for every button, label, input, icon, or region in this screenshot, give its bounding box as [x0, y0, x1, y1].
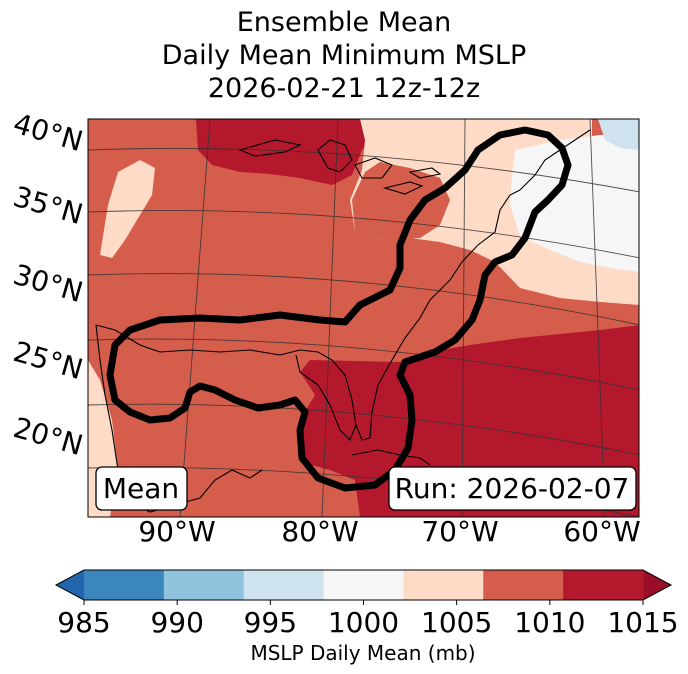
lat-label-20: 20°N — [10, 411, 87, 462]
great-lake-michigan — [317, 139, 353, 173]
great-lake-erie — [382, 181, 424, 195]
colorbar-segment-6 — [563, 570, 644, 600]
lon-label-90: 90°W — [138, 515, 215, 548]
great-lake-superior — [238, 139, 302, 157]
colorbar-tick-label-5: 1010 — [514, 606, 585, 639]
pressure-band-1005-1010-west — [100, 160, 155, 258]
lat-label-35: 35°N — [10, 180, 87, 231]
colorbar-segment-2 — [243, 570, 325, 600]
lat-label-40: 40°N — [10, 107, 87, 158]
coastline-newengland — [519, 129, 591, 191]
colorbar-segment-5 — [483, 570, 564, 600]
title-line-2: Daily Mean Minimum MSLP — [161, 40, 527, 71]
lat-label-25: 25°N — [10, 335, 87, 386]
lon-label-80: 80°W — [281, 515, 358, 548]
map-frame — [87, 118, 640, 518]
pressure-band-1010-inner — [352, 162, 450, 240]
title-line-3: 2026-02-21 12z-12z — [207, 73, 481, 104]
graticule-lon-60 — [589, 119, 606, 517]
lat-label-30: 30°N — [10, 258, 87, 309]
coastline-yucatan — [199, 469, 263, 499]
colorbar-tick-label-2: 995 — [244, 606, 297, 639]
pressure-band-1015-north — [196, 119, 380, 185]
graticule-lat-20 — [88, 403, 639, 456]
mean-box — [95, 466, 188, 511]
colorbar-tick-label-3: 1000 — [328, 606, 399, 639]
coastline-gulf — [95, 324, 357, 441]
graticule-lat-35 — [88, 210, 639, 259]
colorbar-tick-label-1: 990 — [150, 606, 203, 639]
title-line-1: Ensemble Mean — [236, 7, 452, 38]
colorbar-tick-label-4: 1005 — [421, 606, 492, 639]
colorbar-segment-3 — [323, 570, 404, 600]
run-box-label: Run: 2026-02-07 — [395, 472, 630, 505]
colorbar-segment-0 — [84, 570, 165, 600]
lon-label-70: 70°W — [421, 515, 498, 548]
map-panel — [88, 119, 639, 517]
colorbar-extend-low — [56, 570, 84, 600]
coastline-atlantic — [355, 189, 521, 441]
colorbar-label: MSLP Daily Mean (mb) — [250, 641, 475, 665]
colorbar-extend-high — [643, 570, 671, 600]
pressure-band-995-1000-corner — [598, 119, 639, 150]
colorbar: 985 990 995 1000 1005 1010 1015 — [54, 569, 679, 639]
pressure-band-1000-1005-northeast — [510, 135, 639, 272]
run-box — [388, 466, 637, 511]
graticule-lat-25 — [88, 338, 639, 391]
graticule-lon-70 — [461, 119, 466, 517]
colorbar-segment-1 — [163, 570, 245, 600]
colorbar-tick-label-0: 985 — [57, 606, 110, 639]
region-outline — [106, 126, 572, 492]
colorbar-tick-label-6: 1015 — [607, 606, 678, 639]
graticule-lat-30 — [88, 273, 639, 326]
great-lake-ontario — [408, 167, 442, 179]
colorbar-segment-4 — [403, 570, 484, 600]
lon-label-60: 60°W — [563, 515, 640, 548]
great-lake-huron — [354, 157, 393, 179]
mean-box-label: Mean — [103, 472, 179, 505]
